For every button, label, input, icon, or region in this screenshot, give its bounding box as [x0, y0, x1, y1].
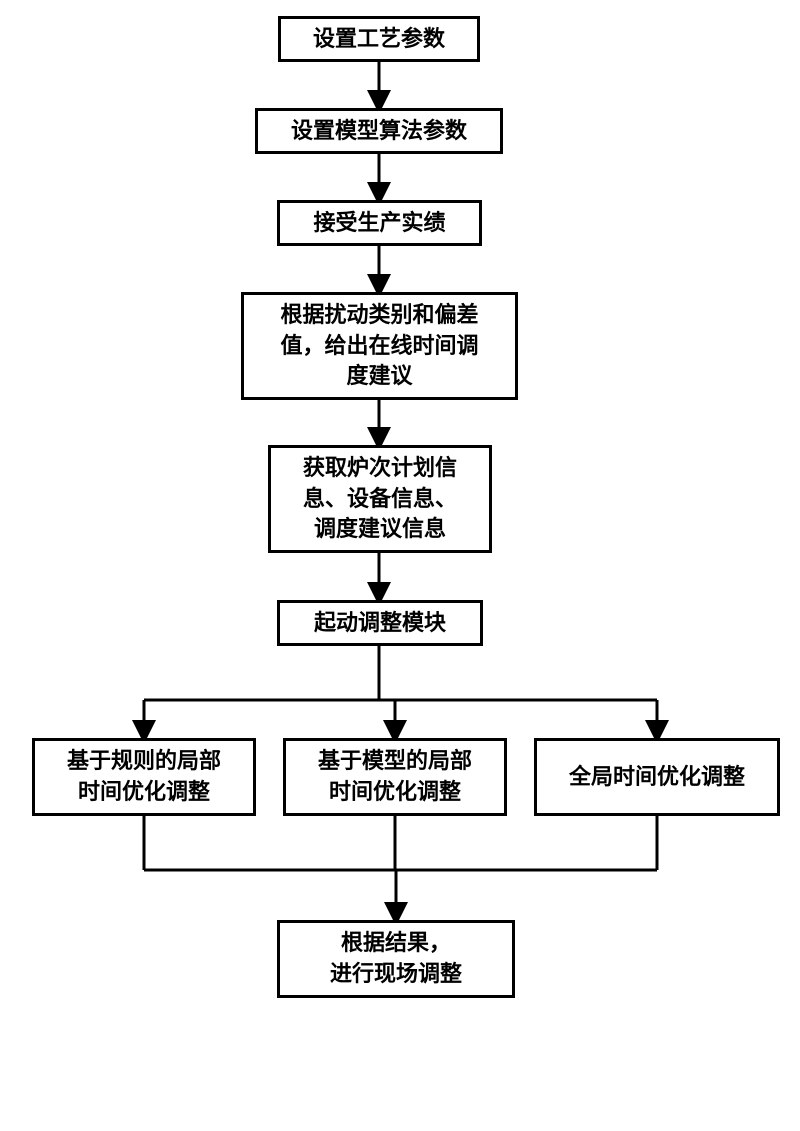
flowchart-node-n10: 根据结果， 进行现场调整	[277, 920, 515, 998]
flowchart-node-n5: 获取炉次计划信 息、设备信息、 调度建议信息	[268, 445, 492, 553]
node-label: 设置工艺参数	[313, 24, 445, 55]
flowchart-node-n8: 基于模型的局部 时间优化调整	[283, 738, 507, 816]
flowchart-node-n1: 设置工艺参数	[278, 16, 480, 62]
node-label: 根据结果， 进行现场调整	[330, 928, 462, 990]
node-label: 全局时间优化调整	[569, 762, 745, 793]
node-label: 基于规则的局部 时间优化调整	[67, 746, 221, 808]
node-label: 基于模型的局部 时间优化调整	[318, 746, 472, 808]
flowchart-node-n4: 根据扰动类别和偏差 值，给出在线时间调 度建议	[241, 292, 518, 400]
node-label: 接受生产实绩	[313, 208, 445, 239]
flowchart-node-n6: 起动调整模块	[277, 600, 483, 646]
flowchart-node-n3: 接受生产实绩	[277, 200, 482, 246]
node-label: 起动调整模块	[314, 608, 446, 639]
flowchart-node-n7: 基于规则的局部 时间优化调整	[32, 738, 256, 816]
node-label: 设置模型算法参数	[291, 116, 467, 147]
flowchart-node-n2: 设置模型算法参数	[255, 108, 503, 154]
node-label: 根据扰动类别和偏差 值，给出在线时间调 度建议	[280, 300, 478, 392]
node-label: 获取炉次计划信 息、设备信息、 调度建议信息	[303, 453, 457, 545]
flowchart-node-n9: 全局时间优化调整	[534, 738, 780, 816]
